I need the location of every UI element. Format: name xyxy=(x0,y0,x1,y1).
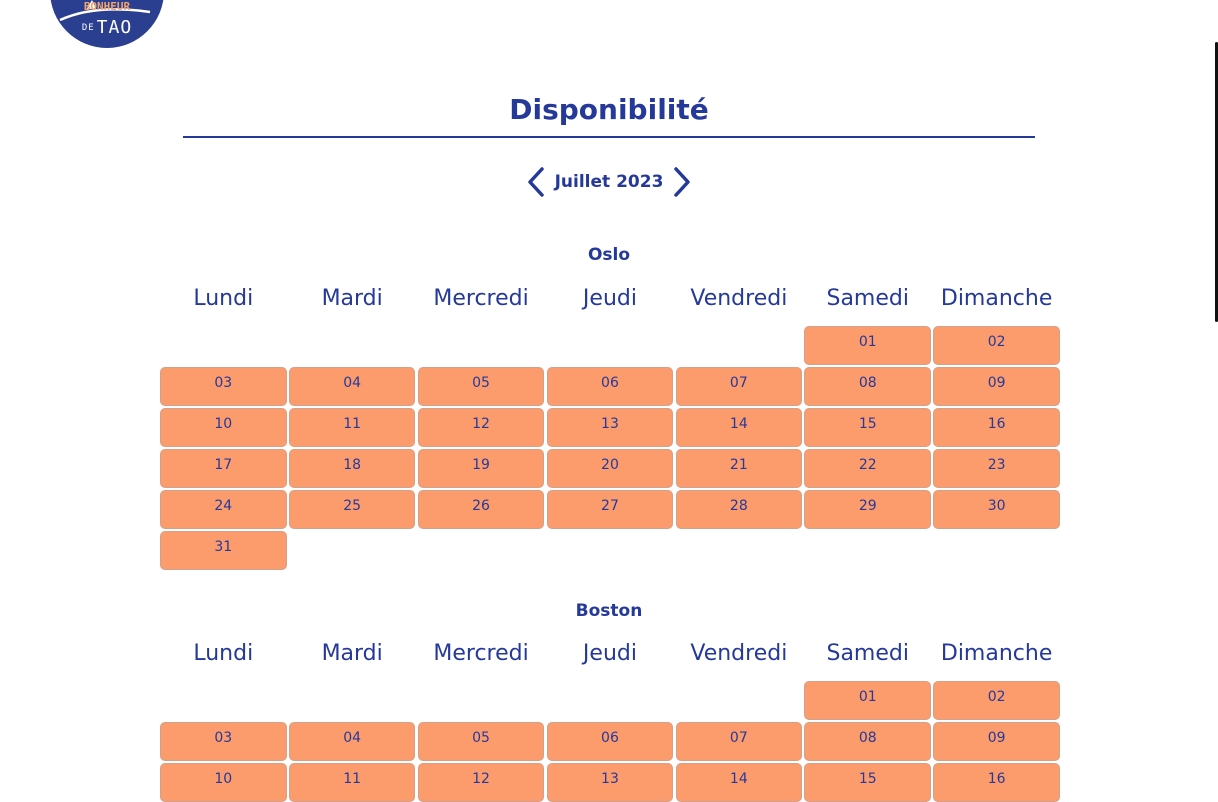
month-navigation: Juillet 2023 xyxy=(520,164,698,200)
day-cell[interactable]: 04 xyxy=(288,367,416,406)
weekday-label: Dimanche xyxy=(940,286,1053,311)
city-title-oslo: Oslo xyxy=(587,245,631,265)
page-title: Disponibilité xyxy=(509,93,709,126)
weekday-label: Jeudi xyxy=(582,641,637,666)
month-label: Juillet 2023 xyxy=(554,172,664,192)
day-cell[interactable]: 22 xyxy=(804,449,932,488)
day-cell[interactable]: 12 xyxy=(417,763,545,802)
calendar-grid-oslo: 01 02 03 04 05 06 07 08 09 10 11 12 13 14 15 16 17 18 19 20… xyxy=(160,326,1060,570)
weekday-label: Mercredi xyxy=(433,286,529,311)
weekday-header-boston: Lundi Mardi Mercredi Jeudi Vendredi Same… xyxy=(160,641,1058,666)
day-cell[interactable]: 02 xyxy=(933,326,1060,365)
logo[interactable]: BONHEUR DE TAO xyxy=(50,0,164,48)
day-cell[interactable]: 13 xyxy=(546,408,674,447)
day-cell[interactable]: 12 xyxy=(417,408,545,447)
chevron-right-icon xyxy=(674,167,690,197)
day-cell[interactable]: 28 xyxy=(675,490,803,529)
day-cell[interactable]: 03 xyxy=(160,722,287,761)
title-divider xyxy=(183,136,1035,138)
day-cell[interactable]: 17 xyxy=(160,449,287,488)
empty-day-slot xyxy=(160,681,287,720)
empty-day-slot xyxy=(418,326,545,365)
weekday-label: Vendredi xyxy=(690,286,788,311)
day-cell[interactable]: 18 xyxy=(288,449,416,488)
logo-brand-text: TAO xyxy=(96,17,133,38)
weekday-label: Mardi xyxy=(321,641,383,666)
day-cell[interactable]: 13 xyxy=(546,763,674,802)
prev-month-button[interactable] xyxy=(520,164,552,200)
day-cell[interactable]: 10 xyxy=(160,763,287,802)
day-cell[interactable]: 01 xyxy=(804,326,932,365)
empty-day-slot xyxy=(676,681,803,720)
weekday-label: Lundi xyxy=(193,641,254,666)
day-cell[interactable]: 20 xyxy=(546,449,674,488)
day-cell[interactable]: 11 xyxy=(288,763,416,802)
weekday-label: Mardi xyxy=(321,286,383,311)
day-cell[interactable]: 05 xyxy=(417,367,545,406)
day-cell[interactable]: 01 xyxy=(804,681,932,720)
day-cell[interactable]: 07 xyxy=(675,722,803,761)
empty-day-slot xyxy=(418,681,545,720)
empty-day-slot xyxy=(289,326,416,365)
weekday-label: Mercredi xyxy=(433,641,529,666)
empty-day-slot xyxy=(289,681,416,720)
day-cell[interactable]: 04 xyxy=(288,722,416,761)
empty-day-slot xyxy=(547,326,674,365)
logo-top-text: BONHEUR xyxy=(83,0,131,13)
weekday-label: Samedi xyxy=(826,641,909,666)
day-cell[interactable]: 21 xyxy=(675,449,803,488)
day-cell[interactable]: 27 xyxy=(546,490,674,529)
logo-bird-icon xyxy=(59,0,151,22)
day-cell[interactable]: 02 xyxy=(933,681,1060,720)
day-cell[interactable]: 31 xyxy=(160,531,287,570)
day-cell[interactable]: 10 xyxy=(160,408,287,447)
day-cell[interactable]: 08 xyxy=(804,367,932,406)
weekday-label: Jeudi xyxy=(582,286,637,311)
weekday-label: Dimanche xyxy=(940,641,1053,666)
day-cell[interactable]: 14 xyxy=(675,408,803,447)
day-cell[interactable]: 05 xyxy=(417,722,545,761)
weekday-header-oslo: Lundi Mardi Mercredi Jeudi Vendredi Same… xyxy=(160,286,1058,311)
day-cell[interactable]: 15 xyxy=(804,763,932,802)
day-cell[interactable]: 19 xyxy=(417,449,545,488)
empty-day-slot xyxy=(547,681,674,720)
weekday-label: Samedi xyxy=(826,286,909,311)
day-cell[interactable]: 08 xyxy=(804,722,932,761)
day-cell[interactable]: 16 xyxy=(933,408,1060,447)
day-cell[interactable]: 15 xyxy=(804,408,932,447)
day-cell[interactable]: 24 xyxy=(160,490,287,529)
calendar-grid-boston: 01 02 03 04 05 06 07 08 09 10 11 12 13 14 15 16 xyxy=(160,681,1060,802)
scrollbar[interactable] xyxy=(1215,42,1218,322)
day-cell[interactable]: 16 xyxy=(933,763,1060,802)
day-cell[interactable]: 06 xyxy=(546,722,674,761)
day-cell[interactable]: 09 xyxy=(933,367,1060,406)
weekday-label: Vendredi xyxy=(690,641,788,666)
day-cell[interactable]: 29 xyxy=(804,490,932,529)
next-month-button[interactable] xyxy=(666,164,698,200)
day-cell[interactable]: 03 xyxy=(160,367,287,406)
chevron-left-icon xyxy=(528,167,544,197)
city-title-boston: Boston xyxy=(575,601,643,621)
day-cell[interactable]: 25 xyxy=(288,490,416,529)
logo-small-text: DE xyxy=(81,23,95,33)
day-cell[interactable]: 23 xyxy=(933,449,1060,488)
day-cell[interactable]: 09 xyxy=(933,722,1060,761)
empty-day-slot xyxy=(160,326,287,365)
empty-day-slot xyxy=(676,326,803,365)
day-cell[interactable]: 07 xyxy=(675,367,803,406)
weekday-label: Lundi xyxy=(193,286,254,311)
day-cell[interactable]: 30 xyxy=(933,490,1060,529)
logo-main-text: DE TAO xyxy=(50,17,164,38)
day-cell[interactable]: 14 xyxy=(675,763,803,802)
day-cell[interactable]: 11 xyxy=(288,408,416,447)
day-cell[interactable]: 26 xyxy=(417,490,545,529)
day-cell[interactable]: 06 xyxy=(546,367,674,406)
